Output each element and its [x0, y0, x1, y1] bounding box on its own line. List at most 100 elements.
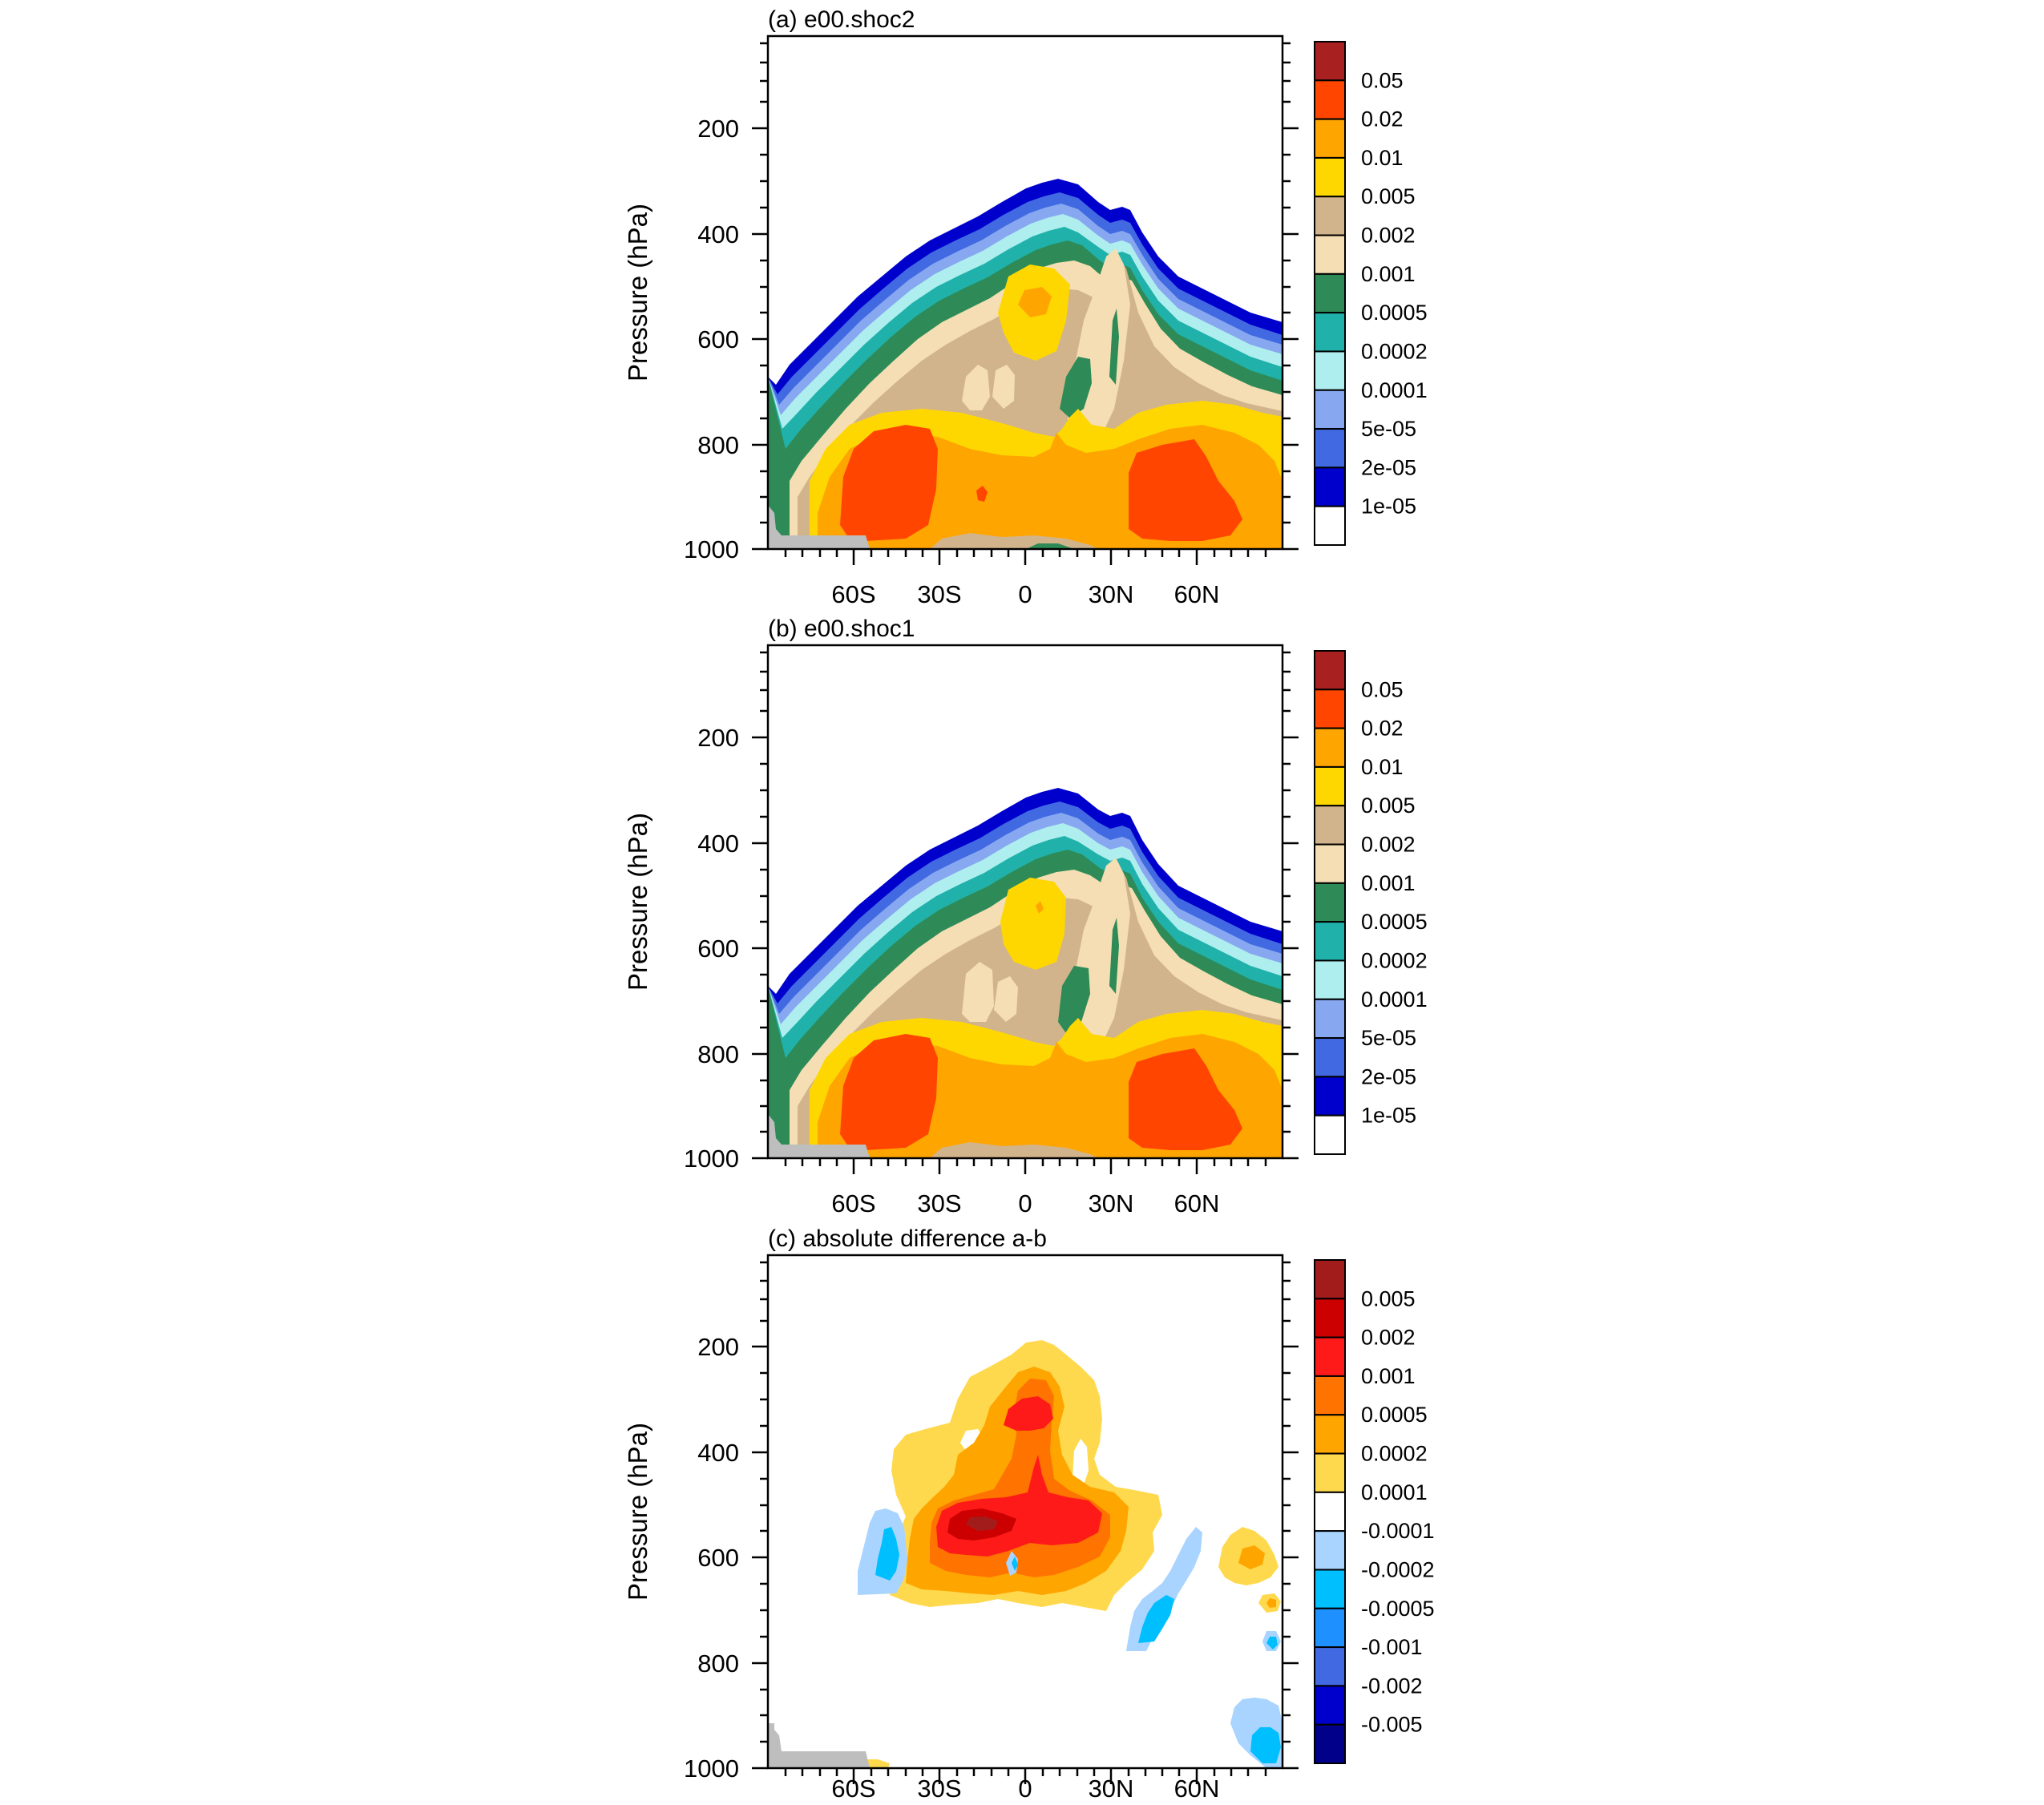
- panel-a-xticks-minor: [784, 549, 1267, 557]
- panel-c-ytick-200: 200: [697, 1333, 739, 1361]
- colorbar-swatch: [1314, 921, 1346, 962]
- colorbar-swatch: [1314, 959, 1346, 1000]
- colorbar-label: 0.005: [1361, 1286, 1416, 1310]
- panel-a-axes: [752, 34, 1299, 565]
- field-a-wheat-blob-2: [992, 365, 1015, 409]
- panel-c-xtick-60n: 60N: [1174, 1775, 1220, 1803]
- colorbar-label: -0.005: [1361, 1713, 1423, 1737]
- colorbar-swatch: [1314, 805, 1346, 846]
- field-c-skyblue-east: [1250, 1727, 1281, 1763]
- field-c-orange-east: [1238, 1545, 1265, 1569]
- colorbar-label: 0.0001: [1361, 987, 1428, 1012]
- colorbar-swatch: [1314, 650, 1346, 691]
- colorbar-label: 0.002: [1361, 1326, 1416, 1350]
- colorbar-swatch: [1314, 1076, 1346, 1117]
- field-b-terrain: [768, 1114, 870, 1158]
- panel-a: (a) e00.shoc2: [623, 6, 1428, 608]
- colorbar-label: 0.001: [1361, 262, 1416, 286]
- panel-c-ytick-800: 800: [697, 1650, 739, 1678]
- field-b-orange-dot: [1036, 901, 1044, 914]
- panel-a-xtick-30s: 30S: [917, 580, 961, 608]
- colorbar-label: 1e-05: [1361, 1104, 1416, 1128]
- field-c-maroon-core: [966, 1516, 998, 1531]
- panel-b-xtick-30n: 30N: [1089, 1189, 1134, 1217]
- panel-b-xtick-0: 0: [1018, 1189, 1032, 1217]
- panel-b-xtick-60s: 60S: [831, 1189, 875, 1217]
- panel-a-xtick-60s: 60S: [831, 580, 875, 608]
- panel-a-ytick-800: 800: [697, 431, 739, 459]
- panel-b-ytick-400: 400: [697, 830, 739, 858]
- colorbar-swatch: [1314, 350, 1346, 391]
- colorbar-swatch: [1314, 41, 1346, 82]
- colorbar-label: -0.0001: [1361, 1519, 1435, 1543]
- colorbar-label: 0.02: [1361, 717, 1404, 741]
- field-a-redorange-left: [840, 425, 938, 541]
- panel-c: (c) absolute difference a-b: [623, 1226, 1435, 1803]
- panel-a-ytick-200: 200: [697, 115, 739, 143]
- panel-a-ytick-1000: 1000: [684, 535, 739, 563]
- colorbar-swatch: [1314, 389, 1346, 430]
- colorbar-swatch: [1314, 312, 1346, 353]
- panel-a-field: [768, 179, 1283, 549]
- panel-a-ytick-600: 600: [697, 325, 739, 353]
- colorbar-label: -0.002: [1361, 1674, 1423, 1698]
- panel-b-xtick-60n: 60N: [1174, 1189, 1220, 1217]
- panel-a-xticks-major: [852, 549, 1198, 565]
- colorbar-swatch: [1314, 998, 1346, 1040]
- colorbar-swatch: [1314, 1298, 1346, 1339]
- colorbar-swatch: [1314, 234, 1346, 275]
- colorbar-label: 0.0005: [1361, 910, 1428, 934]
- panel-b-ytick-800: 800: [697, 1040, 739, 1068]
- colorbar-swatch: [1314, 843, 1346, 884]
- field-a-redorange-dot: [976, 486, 988, 502]
- panel-a-colorbar: 0.05 0.02 0.01 0.005 0.002 0.001 0.0005 0.0002 0…: [1314, 41, 1428, 547]
- field-a-green-sliver: [1109, 309, 1119, 385]
- field-c-terrain: [768, 1723, 870, 1768]
- field-b-yellow-upper: [1000, 878, 1066, 970]
- panel-b-title: (b) e00.shoc1: [768, 616, 915, 642]
- colorbar-swatch: [1314, 118, 1346, 159]
- colorbar-swatch: [1314, 1607, 1346, 1649]
- field-a-redorange-right: [1129, 439, 1242, 541]
- field-c-white-hole-2: [1072, 1439, 1089, 1484]
- colorbar-swatch: [1314, 466, 1346, 507]
- panel-b-xtick-30s: 30S: [917, 1189, 961, 1217]
- colorbar-swatch: [1314, 688, 1346, 729]
- colorbar-label: -0.0005: [1361, 1597, 1435, 1621]
- field-c-skyblue-left: [875, 1527, 899, 1581]
- colorbar-label: -0.001: [1361, 1635, 1423, 1659]
- colorbar-swatch: [1314, 1723, 1346, 1765]
- panel-b-xticks-major: [852, 1158, 1198, 1174]
- colorbar-label: 5e-05: [1361, 417, 1416, 441]
- colorbar-label: 2e-05: [1361, 1064, 1416, 1088]
- field-b-redorange-left: [840, 1034, 938, 1150]
- panel-c-xticks-major: [852, 1768, 1198, 1784]
- panel-c-yticks-minor: [760, 1261, 1291, 1743]
- panel-a-xtick-60n: 60N: [1174, 580, 1220, 608]
- panel-b-xticks-minor: [784, 1158, 1267, 1166]
- panel-a-yticks-minor: [760, 42, 1291, 524]
- panel-c-xtick-30s: 30S: [917, 1775, 961, 1803]
- colorbar-label: 1e-05: [1361, 495, 1416, 519]
- panel-a-xtick-30n: 30N: [1089, 580, 1134, 608]
- colorbar-swatch: [1314, 1530, 1346, 1571]
- panel-b-yticks-major: [752, 736, 1299, 1160]
- panel-a-ytick-400: 400: [697, 220, 739, 248]
- field-b-wheat-blob-2: [994, 976, 1018, 1022]
- panel-c-ylabel: Pressure (hPa): [623, 1423, 652, 1601]
- field-b-green-sliver: [1109, 918, 1119, 994]
- panel-c-title: (c) absolute difference a-b: [768, 1226, 1047, 1252]
- colorbar-label: -0.0002: [1361, 1557, 1435, 1581]
- colorbar-swatch: [1314, 727, 1346, 768]
- field-c-skyblue-east-2: [1266, 1637, 1278, 1650]
- panel-b-ytick-200: 200: [697, 724, 739, 752]
- panel-a-title: (a) e00.shoc2: [768, 6, 915, 33]
- panel-c-yticks-major: [752, 1345, 1299, 1770]
- colorbar-swatch: [1314, 1646, 1346, 1687]
- colorbar-swatch: [1314, 428, 1346, 469]
- colorbar-label: 0.02: [1361, 107, 1404, 131]
- colorbar-swatch: [1314, 1414, 1346, 1455]
- colorbar-label: 0.0001: [1361, 1480, 1428, 1504]
- colorbar-swatch: [1314, 273, 1346, 314]
